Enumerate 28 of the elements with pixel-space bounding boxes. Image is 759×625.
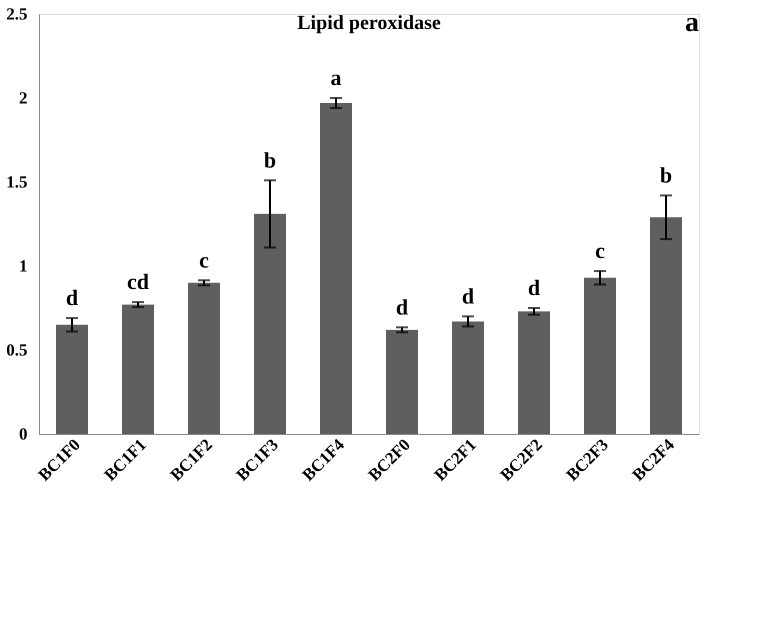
y-tick-label: 2.5 (6, 4, 28, 24)
annotation: c (199, 247, 210, 272)
annotation: d (462, 283, 474, 308)
y-tick-label: 1 (19, 256, 28, 276)
bar (650, 217, 682, 434)
annotation: a (685, 7, 699, 38)
annotation: c (595, 238, 606, 264)
y-tick-label: 0 (19, 424, 28, 444)
bar (320, 103, 352, 434)
annotation: a (330, 65, 342, 90)
chart-title: Lipid peroxidase (297, 12, 441, 34)
annotation: cd (127, 269, 149, 294)
bar (584, 278, 616, 434)
bar (56, 324, 88, 434)
annotation: d (66, 285, 78, 310)
bar (254, 214, 286, 434)
annotation: b (660, 162, 672, 188)
bar (122, 304, 154, 434)
annotation: b (264, 147, 276, 172)
bar (188, 282, 220, 434)
bar (518, 311, 550, 434)
bar (452, 321, 484, 434)
annotation: d (528, 275, 540, 300)
annotation: d (396, 294, 408, 320)
y-tick-label: 0.5 (6, 340, 28, 360)
y-tick-label: 2 (19, 88, 28, 108)
y-tick-label: 1.5 (6, 172, 28, 192)
bar (386, 330, 418, 434)
